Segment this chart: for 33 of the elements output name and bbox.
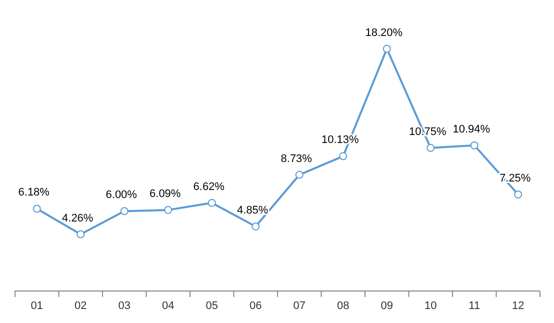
data-label: 4.85% (237, 204, 268, 216)
data-label: 6.00% (106, 189, 138, 202)
x-tick-label: 08 (337, 300, 350, 312)
point (382, 44, 391, 53)
data-label: 6.09% (150, 188, 181, 200)
x-tick-label: 01 (30, 300, 43, 312)
data-label: 4.26% (62, 212, 94, 224)
x-tick-label: 11 (468, 300, 480, 312)
point (120, 207, 128, 216)
data-label: 6.18% (18, 186, 50, 199)
point (470, 141, 478, 150)
x-tick-label: 07 (293, 300, 306, 312)
point (208, 198, 216, 207)
point (295, 170, 304, 179)
data-label: 18.20% (365, 26, 403, 39)
x-tick-label: 05 (206, 300, 218, 312)
x-tick-label: 09 (380, 300, 393, 312)
point (514, 190, 522, 199)
x-tick-label: 10 (424, 300, 437, 312)
x-tick-label: 02 (74, 300, 87, 312)
point (76, 230, 85, 238)
point (426, 144, 435, 152)
x-tick-label: 12 (512, 300, 524, 312)
x-tick-label: 04 (162, 300, 174, 312)
data-label: 6.62% (193, 180, 225, 193)
point (164, 206, 172, 214)
point (339, 152, 348, 160)
point (252, 222, 260, 230)
x-tick-label: 06 (250, 300, 262, 312)
data-label: 10.94% (452, 123, 490, 136)
x-tick-label: 03 (118, 300, 130, 312)
point (32, 204, 41, 213)
data-label: 8.73% (280, 152, 312, 165)
